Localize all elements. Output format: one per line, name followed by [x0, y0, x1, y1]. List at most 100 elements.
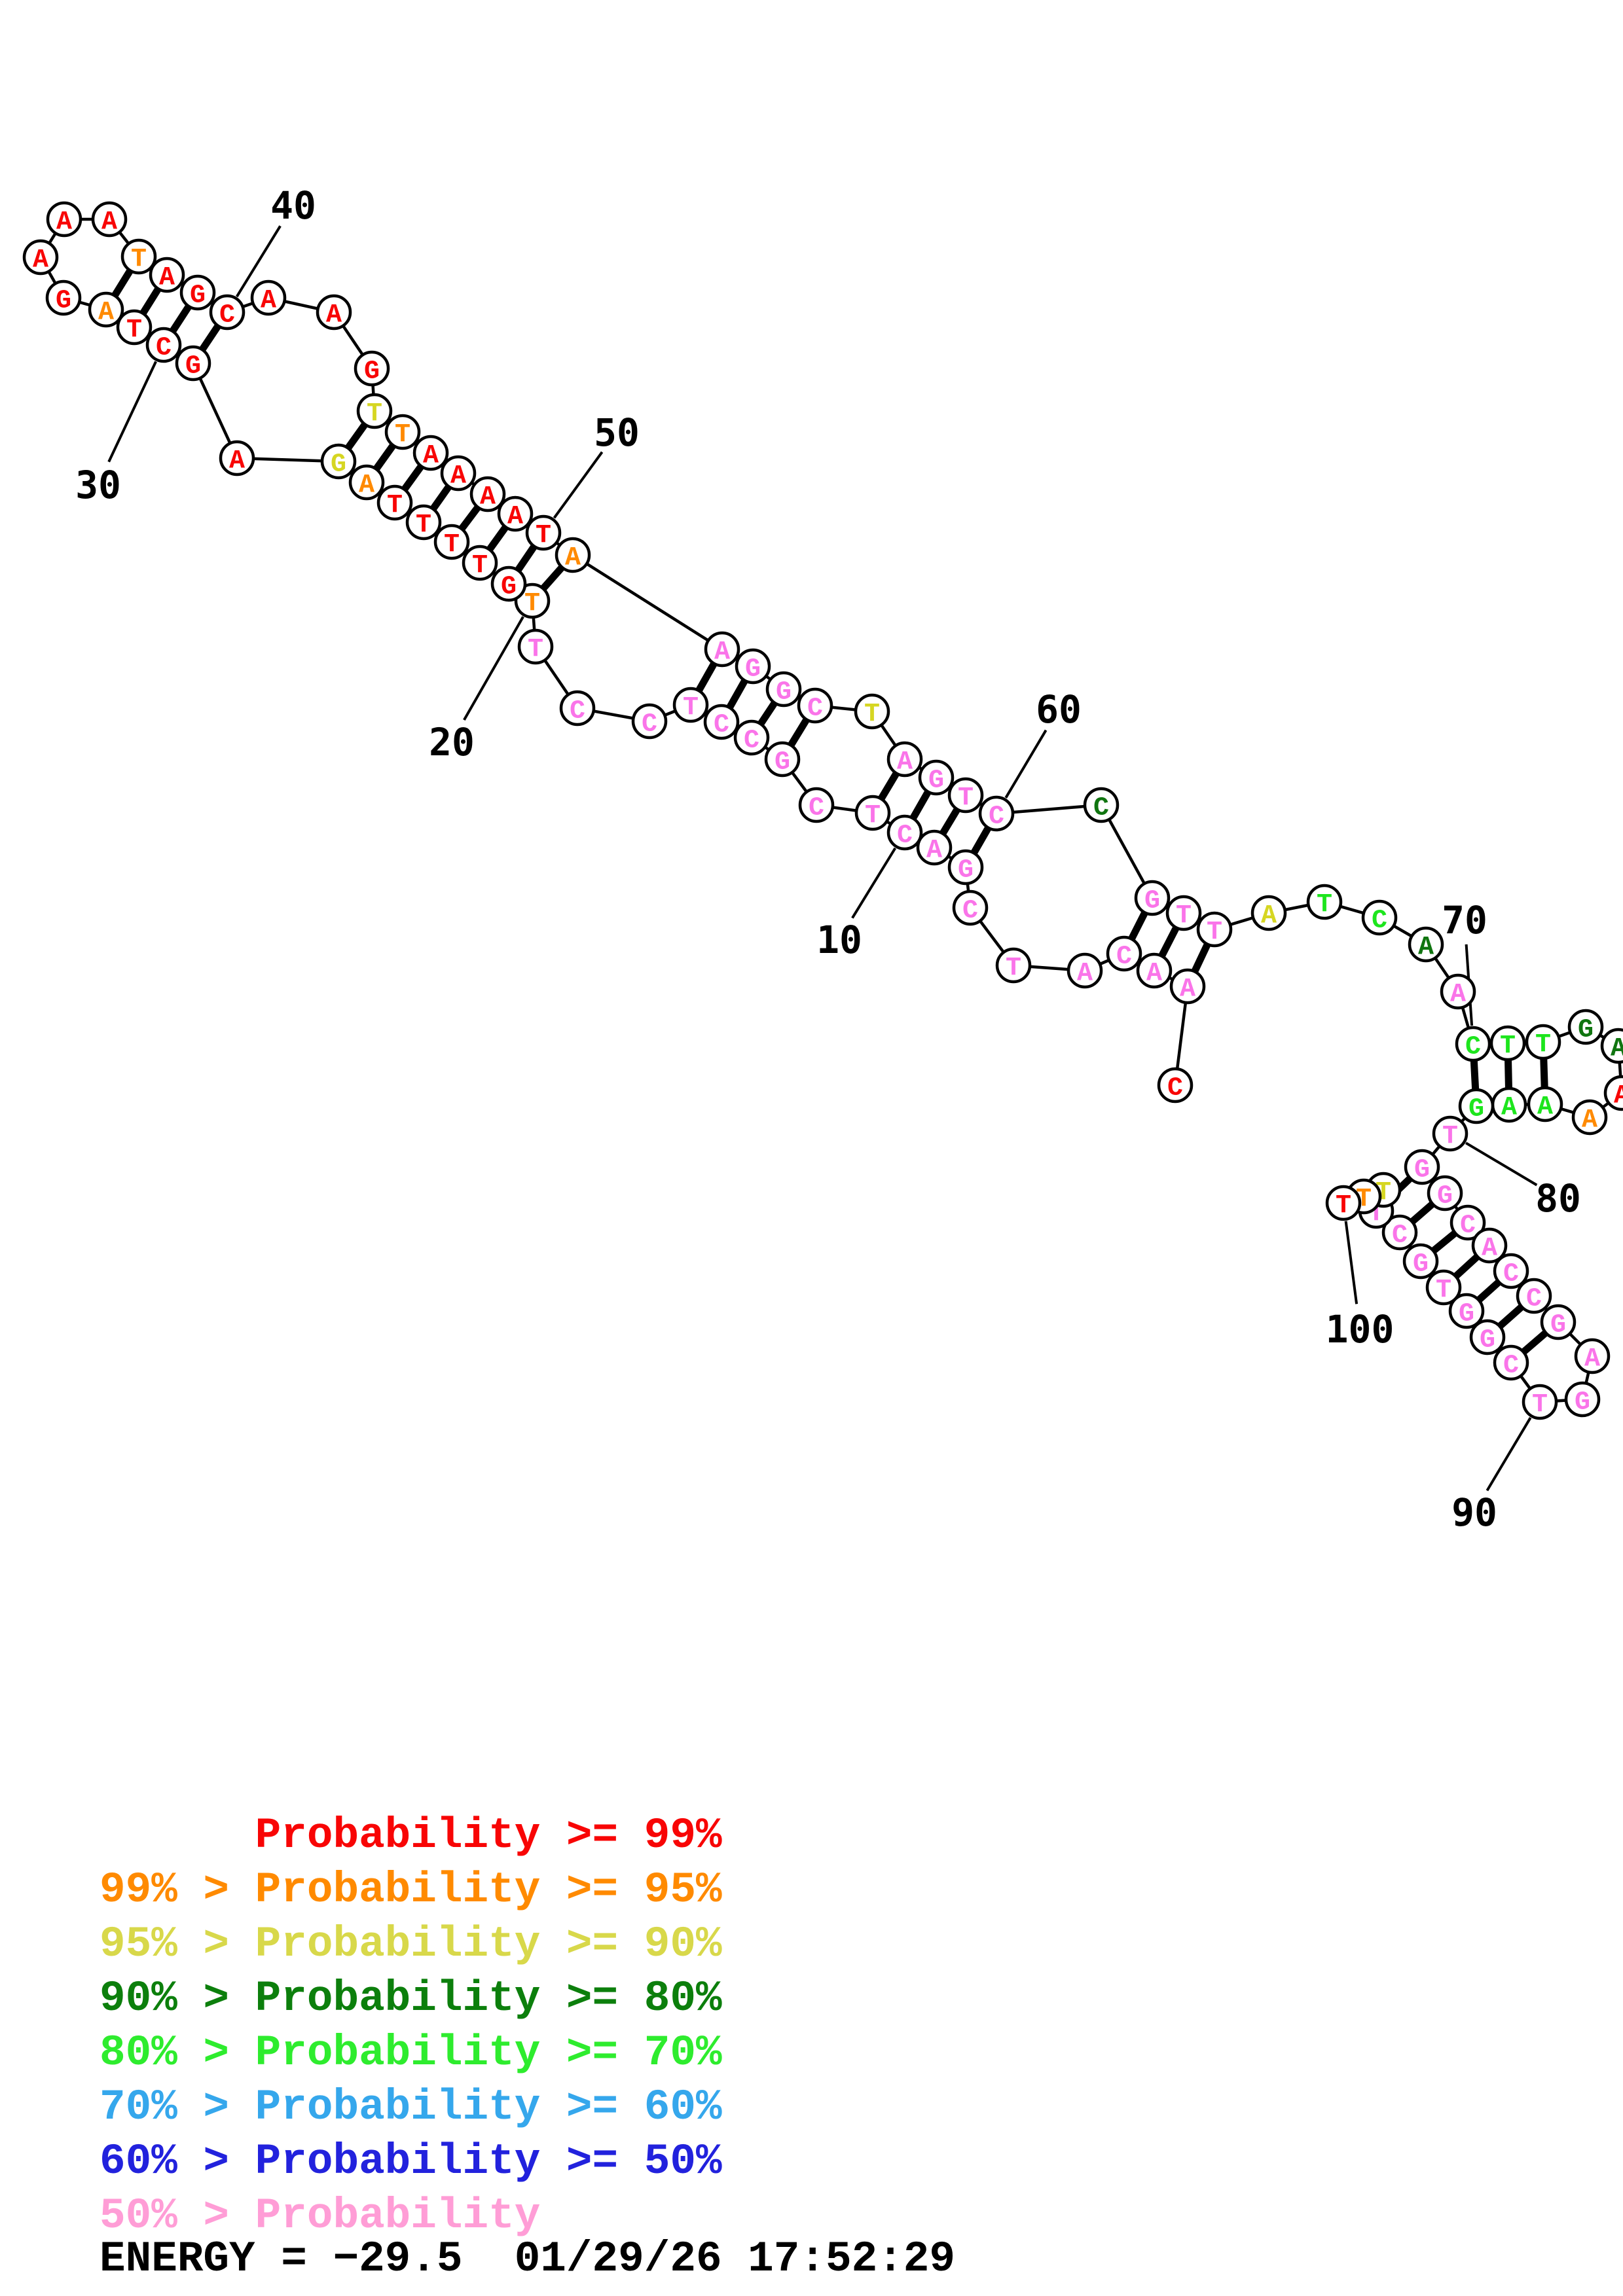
nucleotide-letter: T — [524, 589, 540, 619]
nucleotide-node — [631, 703, 668, 740]
nucleotide-node — [120, 238, 157, 275]
nucleotide-letter: C — [1093, 793, 1109, 823]
nucleotide-letter: A — [565, 543, 581, 573]
nucleotide-node — [179, 274, 216, 311]
nucleotide-letter: T — [444, 530, 460, 560]
nucleotide-letter: G — [190, 281, 206, 310]
legend-entry: Probability >= 99% — [100, 1811, 722, 1860]
nucleotide-node — [735, 648, 771, 685]
nucleotide-node — [995, 947, 1032, 984]
nucleotide-letter: A — [1482, 1234, 1497, 1263]
nucleotide-letter: T — [528, 635, 543, 664]
nucleotide-letter: A — [1611, 1034, 1623, 1064]
nucleotide-node — [1493, 1344, 1529, 1381]
nucleotide-node — [1408, 926, 1444, 963]
nucleotide-letter: A — [507, 502, 523, 531]
nucleotide-letter: T — [1535, 1030, 1551, 1060]
nucleotide-node — [952, 889, 989, 926]
nucleotide-node — [1381, 1214, 1418, 1251]
nucleotide-letter: C — [962, 896, 978, 925]
nucleotide-node — [1493, 1253, 1529, 1289]
nucleotide-node — [22, 239, 59, 276]
label-leader-line — [1465, 1141, 1538, 1187]
nucleotide-letter: A — [1450, 980, 1466, 1009]
nucleotide-node — [947, 849, 984, 886]
nucleotide-node — [469, 476, 506, 512]
position-label: 100 — [1326, 1307, 1395, 1352]
nucleotide-letter: G — [331, 450, 346, 479]
nucleotide-node — [209, 294, 246, 331]
nucleotide-node — [88, 291, 124, 328]
legend-entry: 80% > Probability >= 70% — [100, 2028, 722, 2077]
nucleotide-node — [854, 795, 891, 831]
nucleotide-letter: T — [1207, 918, 1222, 947]
nucleotide-node — [348, 464, 385, 501]
nucleotide-letter: G — [56, 286, 71, 315]
nucleotide-node — [1402, 1243, 1439, 1280]
nucleotide-letter: A — [98, 298, 114, 327]
nucleotide-letter: A — [714, 637, 730, 667]
nucleotide-letter: A — [1501, 1093, 1517, 1122]
nucleotide-letter: C — [642, 709, 657, 739]
nucleotide-node — [440, 455, 477, 492]
nucleotide-letter: A — [1261, 901, 1277, 931]
probability-legend: Probability >= 99% 99% > Probability >= 9… — [100, 1808, 722, 2243]
legend-entry: 50% > Probability — [100, 2191, 541, 2240]
position-label: 60 — [1036, 687, 1082, 732]
nucleotide-node — [797, 687, 833, 724]
label-leader-line — [1486, 1417, 1532, 1492]
nucleotide-letter: G — [1480, 1325, 1495, 1355]
nucleotide-letter: T — [367, 399, 382, 429]
nucleotide-node — [916, 829, 953, 866]
nucleotide-letter: T — [472, 551, 488, 581]
nucleotide-letter: T — [1436, 1276, 1451, 1305]
nucleotide-node — [1136, 952, 1173, 989]
nucleotide-letter: G — [776, 677, 792, 707]
nucleotide-letter: C — [807, 694, 823, 723]
position-label: 80 — [1535, 1176, 1581, 1221]
nucleotide-node — [1083, 787, 1120, 823]
nucleotide-node — [1250, 895, 1287, 931]
nucleotide-node — [672, 687, 709, 723]
energy-line: ENERGY = −29.5 01/29/26 17:52:29 — [100, 2234, 956, 2284]
backbone-edge — [572, 554, 723, 651]
nucleotide-node — [316, 294, 352, 331]
nucleotide-letter: G — [501, 572, 517, 601]
nucleotide-letter: G — [1437, 1181, 1453, 1211]
nucleotide-letter: G — [1468, 1094, 1484, 1124]
nucleotide-letter: A — [1077, 959, 1093, 988]
nucleotide-node — [175, 345, 211, 382]
nucleotide-letter: C — [1526, 1284, 1542, 1314]
nucleotide-node — [91, 201, 128, 238]
label-leader-line — [1004, 729, 1048, 798]
nucleotide-letter: T — [1336, 1191, 1351, 1221]
nucleotide-node — [1165, 895, 1202, 931]
nucleotide-node — [764, 741, 801, 778]
nucleotide-node — [1489, 1025, 1526, 1062]
nucleotide-letter: C — [989, 802, 1004, 831]
nucleotide-node — [1196, 911, 1233, 948]
nucleotide-node — [219, 440, 255, 476]
nucleotide-letter: G — [1144, 886, 1160, 916]
position-label: 40 — [270, 183, 316, 228]
nucleotide-node — [116, 309, 153, 346]
nucleotide-node — [1157, 1067, 1194, 1103]
nucleotide-letter: T — [865, 801, 881, 831]
nucleotide-letter: T — [131, 245, 147, 274]
nucleotide-letter: C — [1167, 1073, 1183, 1103]
nucleotide-letter: T — [1500, 1031, 1516, 1061]
nucleotide-node — [1540, 1304, 1577, 1340]
nucleotide-letter: A — [897, 747, 913, 777]
nucleotide-node — [1106, 935, 1142, 972]
nucleotide-letter: G — [1413, 1249, 1429, 1279]
nucleotide-node — [1325, 1185, 1362, 1221]
nucleotide-letter: A — [1582, 1105, 1597, 1135]
nucleotide-node — [490, 565, 527, 602]
nucleotide-letter: C — [809, 793, 824, 823]
label-leader-line — [107, 361, 157, 463]
nucleotide-letter: C — [1503, 1259, 1519, 1289]
nucleotide-letter: T — [387, 491, 403, 520]
nucleotide-node — [886, 741, 923, 778]
nucleotide-letter: C — [1460, 1211, 1476, 1240]
